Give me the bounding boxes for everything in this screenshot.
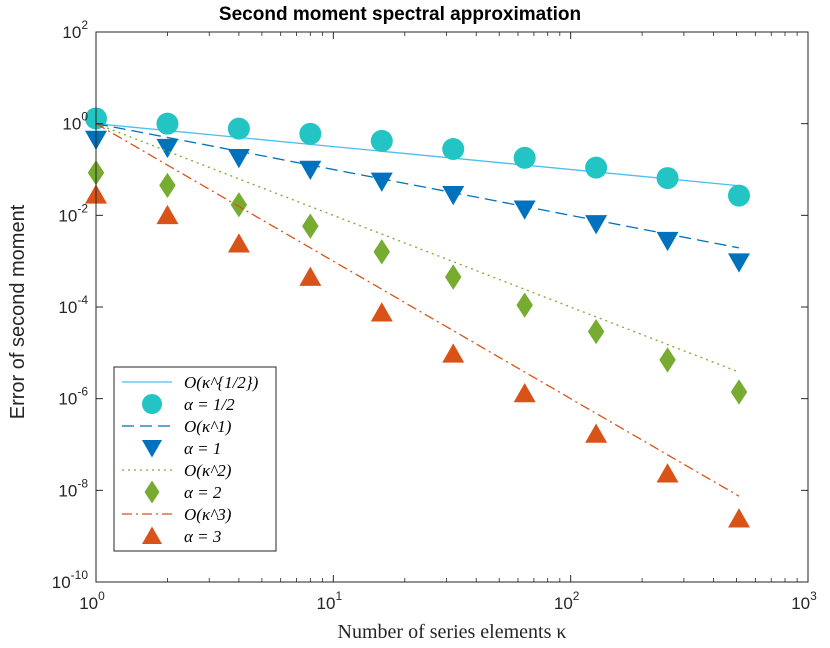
data-point-diamond bbox=[659, 347, 676, 373]
data-point-circle bbox=[728, 184, 751, 207]
data-point-triangle-up bbox=[156, 204, 179, 225]
reference-line-3 bbox=[95, 123, 740, 249]
data-point-circle bbox=[299, 122, 322, 145]
legend-entry-label: α = 3 bbox=[184, 527, 221, 546]
data-point-circle bbox=[442, 138, 465, 161]
data-point-diamond bbox=[516, 292, 533, 318]
data-point-circle bbox=[585, 156, 608, 179]
legend-entry-label: O(κ^{1/2}) bbox=[184, 373, 259, 392]
legend-marker-swatch bbox=[144, 480, 160, 504]
legend-marker-swatch bbox=[142, 440, 162, 458]
data-point-triangle-up bbox=[442, 343, 465, 363]
y-tick-label: 10-8 bbox=[58, 476, 88, 500]
legend-entry-label: O(κ^3) bbox=[184, 505, 232, 524]
data-point-triangle-down bbox=[370, 172, 393, 192]
data-point-diamond bbox=[730, 379, 748, 405]
data-point-triangle-down bbox=[656, 231, 679, 252]
data-point-triangle-up bbox=[585, 423, 608, 443]
data-point-triangle-up bbox=[299, 266, 322, 286]
data-point-diamond bbox=[444, 264, 462, 290]
x-tick-label: 102 bbox=[554, 589, 580, 613]
data-point-triangle-down bbox=[585, 215, 608, 235]
reference-line-1 bbox=[95, 123, 740, 187]
legend-entry-label: α = 1/2 bbox=[184, 395, 235, 414]
legend-entry-label: O(κ^1) bbox=[184, 417, 232, 436]
y-tick-label: 102 bbox=[62, 18, 88, 42]
series-layer bbox=[85, 107, 751, 528]
data-point-triangle-up bbox=[513, 382, 536, 403]
legend: O(κ^{1/2}) α = 1/2 O(κ^1) α = 1 O(κ^2) α = 2 O… bbox=[113, 366, 277, 552]
x-tick-label: 103 bbox=[791, 589, 817, 613]
data-point-circle bbox=[513, 146, 536, 169]
y-tick-label: 10-6 bbox=[58, 385, 88, 409]
data-point-diamond bbox=[159, 172, 176, 199]
data-point-triangle-down bbox=[442, 186, 465, 206]
axes-box bbox=[95, 31, 809, 583]
data-point-triangle-down bbox=[227, 149, 250, 169]
data-point-triangle-up bbox=[656, 463, 679, 483]
legend-entry-label: α = 1 bbox=[184, 439, 221, 458]
y-tick-label: 10-10 bbox=[52, 568, 89, 592]
data-point-circle bbox=[370, 129, 393, 152]
y-tick-label: 100 bbox=[62, 110, 88, 134]
data-point-triangle-up bbox=[227, 233, 250, 253]
x-axis-label: Number of series elements κ bbox=[338, 621, 567, 643]
data-point-triangle-down bbox=[156, 138, 179, 159]
data-point-triangle-up bbox=[728, 508, 751, 528]
x-tick-label: 100 bbox=[79, 589, 105, 613]
legend-marker-swatch bbox=[142, 394, 162, 414]
data-point-circle bbox=[656, 167, 679, 190]
data-point-triangle-up bbox=[370, 302, 393, 322]
data-point-triangle-down bbox=[728, 253, 751, 273]
data-point-diamond bbox=[373, 239, 391, 265]
chart-title: Second moment spectral approximation bbox=[219, 4, 581, 25]
data-point-diamond bbox=[230, 192, 248, 218]
reference-line-5 bbox=[95, 123, 740, 373]
reference-line-7 bbox=[95, 123, 740, 497]
legend-entry-label: O(κ^2) bbox=[184, 461, 232, 480]
data-point-triangle-down bbox=[299, 160, 322, 180]
tick-layer: 100 101 102 103 10-10 10-8 10-6 10-4 10-2 100 102 bbox=[52, 18, 817, 613]
x-tick-label: 101 bbox=[317, 589, 343, 613]
legend-entry-label: α = 2 bbox=[184, 483, 222, 502]
y-axis-label: Error of second moment bbox=[7, 204, 29, 419]
data-point-diamond bbox=[587, 318, 605, 345]
y-tick-label: 10-2 bbox=[58, 201, 88, 225]
data-point-triangle-down bbox=[513, 200, 536, 220]
y-tick-label: 10-4 bbox=[58, 293, 88, 317]
data-point-circle bbox=[227, 117, 250, 140]
legend-marker-swatch bbox=[142, 526, 162, 544]
data-point-diamond bbox=[302, 213, 319, 239]
legend-box bbox=[113, 366, 277, 552]
data-point-circle bbox=[156, 112, 179, 135]
